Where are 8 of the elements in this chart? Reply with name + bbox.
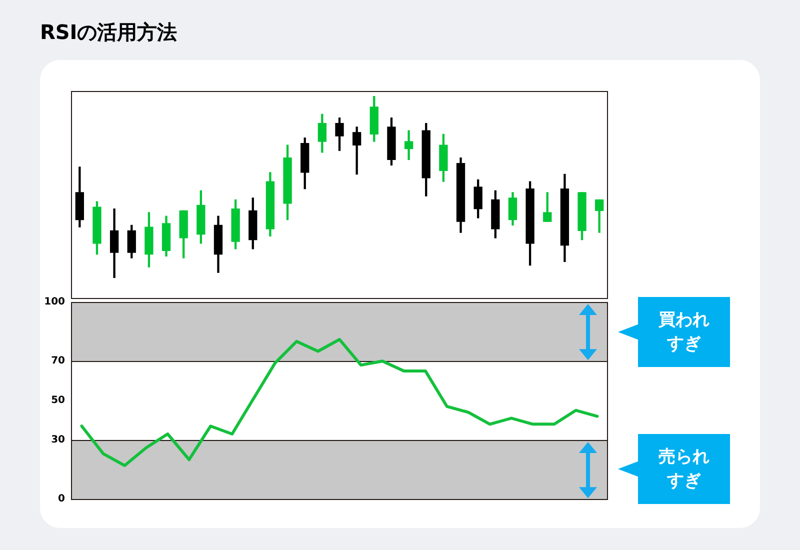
band-label: 買われすぎ	[658, 308, 710, 356]
chart-title: RSIの活用方法	[40, 20, 178, 44]
y-tick-label: 70	[51, 356, 66, 367]
y-tick-label: 50	[51, 395, 66, 406]
band-label: 売られすぎ	[658, 446, 710, 494]
y-tick-label: 100	[44, 296, 66, 308]
y-tick-label: 30	[51, 434, 66, 446]
y-tick-label: 0	[58, 494, 66, 505]
